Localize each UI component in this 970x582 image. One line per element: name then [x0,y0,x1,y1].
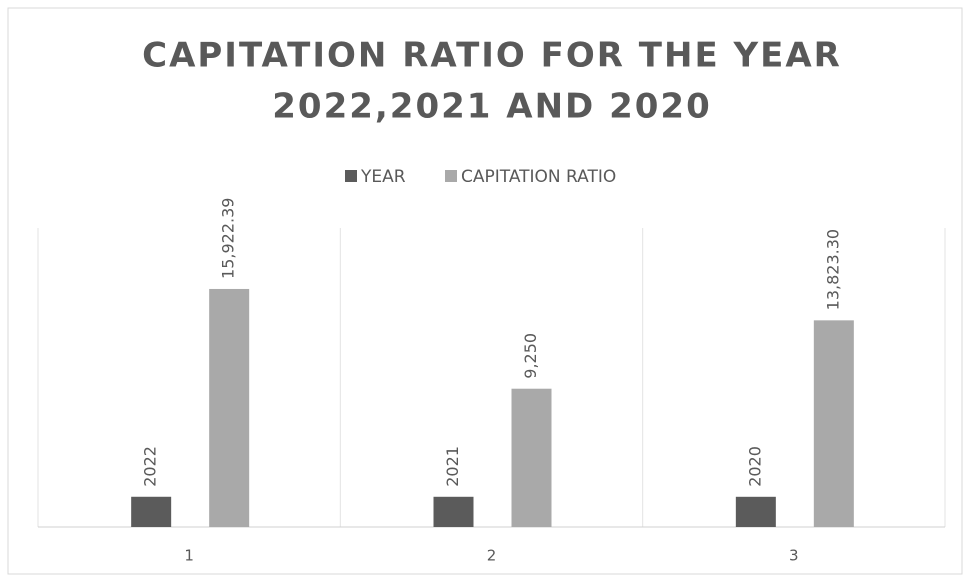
bar [131,496,172,527]
legend-label: YEAR [360,167,406,187]
data-label: 2022 [141,446,160,487]
data-label: 15,922.39 [219,198,238,279]
legend-swatch [345,170,357,182]
data-label: 2021 [443,446,462,487]
x-tick-label: 2 [487,547,497,565]
bar [511,388,552,527]
legend-swatch [445,170,457,182]
x-tick-label: 3 [789,547,799,565]
data-label: 9,250 [521,333,540,379]
chart-title: 2022,2021 AND 2020 [272,87,711,127]
legend-label: CAPITATION RATIO [461,167,616,187]
bar [735,496,776,527]
bar [433,496,474,527]
chart-frame [7,7,963,575]
data-label: 2020 [745,446,764,487]
bar [209,288,250,527]
chart-title: CAPITATION RATIO FOR THE YEAR [142,36,842,76]
bar [813,320,854,527]
x-tick-label: 1 [184,547,194,565]
data-label: 13,823.30 [823,229,842,310]
